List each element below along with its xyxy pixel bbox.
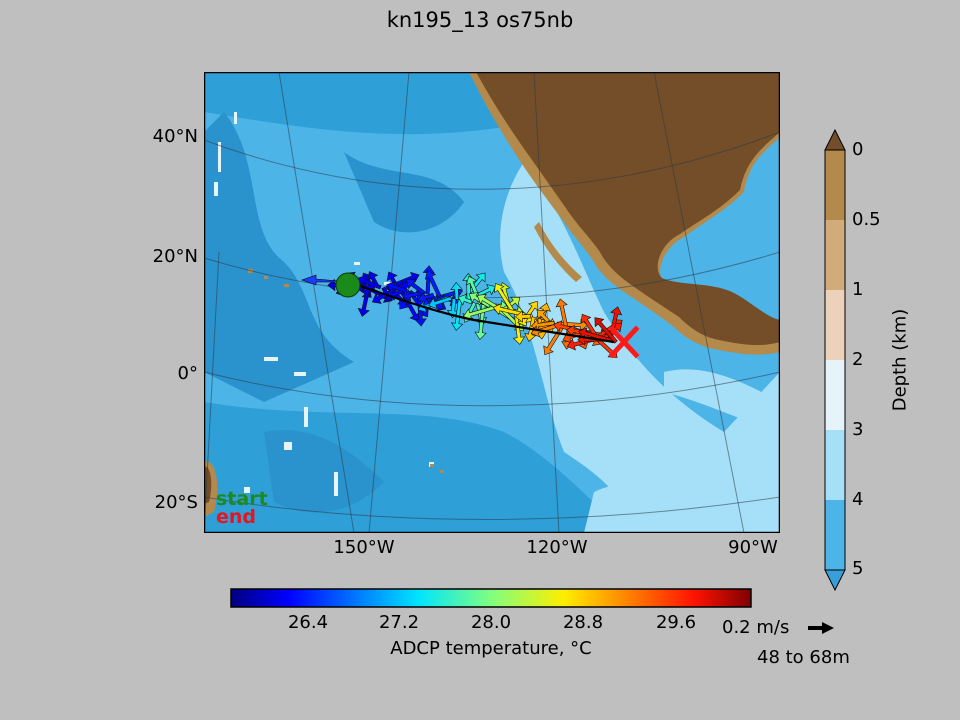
adcp-vector	[476, 293, 500, 310]
adcp-vector	[580, 313, 598, 337]
adcp-vector	[357, 275, 382, 290]
adcp-vector	[512, 311, 526, 345]
temp-tick-27-2: 27.2	[378, 612, 420, 633]
adcp-vector	[578, 327, 614, 344]
map-title: kn195_13 os75nb	[386, 8, 574, 32]
depth-colorbar	[824, 128, 846, 592]
depth-band-4	[825, 430, 845, 500]
meridian-120w	[533, 72, 560, 533]
parallel-0	[204, 371, 780, 407]
temp-tick-26-4: 26.4	[287, 612, 329, 633]
baja-california	[534, 222, 582, 282]
reference-vector-arrow	[808, 622, 834, 634]
meridian-100w	[653, 72, 745, 533]
depth-band-1	[825, 220, 845, 290]
lon-label-90w: 90°W	[728, 537, 778, 558]
lat-label-equator: 0°	[177, 363, 198, 384]
temperature-colorbar-label: ADCP temperature, °C	[390, 638, 592, 659]
temp-tick-28-8: 28.8	[562, 612, 604, 633]
lon-label-120w: 120°W	[526, 537, 588, 558]
adcp-vector	[555, 298, 569, 328]
adcp-vector	[428, 296, 453, 310]
end-marker[interactable]	[608, 325, 640, 359]
adcp-vector	[301, 274, 351, 286]
depth-tick-1: 1	[852, 279, 864, 300]
meridian-150w	[368, 72, 410, 533]
map-frame	[204, 72, 780, 533]
depth-range-label: 48 to 68m	[757, 647, 850, 668]
depth-band-2	[825, 290, 845, 360]
adcp-vector	[450, 299, 464, 331]
ocean-shallow	[500, 162, 780, 533]
start-marker[interactable]	[335, 272, 361, 298]
parallel-20n	[204, 251, 780, 299]
adcp-vector	[462, 305, 497, 321]
depth-tick-5: 5	[852, 558, 864, 579]
meridian-160w	[278, 72, 355, 533]
adcp-vector	[424, 270, 442, 298]
depth-tick-2: 2	[852, 349, 864, 370]
depth-colorbar-label: Depth (km)	[889, 308, 911, 412]
adcp-vector	[494, 283, 515, 313]
temp-tick-28-0: 28.0	[470, 612, 512, 633]
depth-cap-top	[824, 128, 846, 151]
depth-tick-3: 3	[852, 419, 864, 440]
parallel-20s	[204, 496, 780, 520]
reference-vector-label: 0.2 m/s	[722, 617, 790, 638]
adcp-vector	[357, 285, 371, 317]
adcp-vector	[514, 310, 531, 323]
temp-tick-29-6: 29.6	[655, 612, 697, 633]
depth-tick-0: 0	[852, 139, 864, 160]
adcp-vectors	[301, 265, 623, 358]
adcp-vector	[406, 279, 427, 296]
adcp-vector	[594, 317, 618, 344]
depth-band-5	[825, 500, 845, 570]
caribbean-islands	[724, 324, 774, 338]
depth-band-0	[825, 150, 845, 220]
bathymetry-map[interactable]	[204, 72, 780, 533]
temperature-colorbar	[230, 588, 752, 608]
adcp-vector	[536, 309, 550, 323]
depth-tick-0-5: 0.5	[852, 209, 881, 230]
adcp-vector	[386, 280, 408, 294]
north-america-land	[476, 72, 780, 346]
lon-label-150w: 150°W	[333, 537, 395, 558]
lat-label-20n: 20°N	[152, 246, 198, 267]
parallel-40n	[204, 131, 780, 190]
lat-label-20s: 20°S	[154, 492, 198, 513]
end-legend-label: end	[216, 506, 257, 528]
lat-label-40n: 40°N	[152, 126, 198, 147]
depth-cap-bottom	[824, 569, 846, 592]
depth-tick-4: 4	[852, 489, 864, 510]
graticule	[204, 72, 780, 533]
ship-track	[347, 280, 615, 344]
start-legend-label: start	[216, 488, 268, 510]
depth-band-3	[825, 360, 845, 430]
